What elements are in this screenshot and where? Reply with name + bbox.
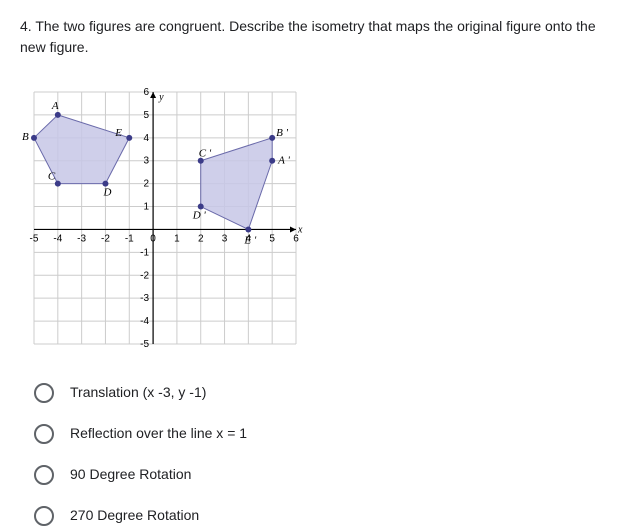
svg-text:1: 1 [144, 202, 150, 213]
svg-text:0: 0 [150, 233, 156, 244]
option-label: Translation (x -3, y -1) [70, 382, 206, 403]
svg-text:2: 2 [144, 179, 150, 190]
radio-icon [34, 465, 54, 485]
svg-text:x: x [297, 224, 303, 235]
svg-text:3: 3 [144, 156, 150, 167]
option-label: Reflection over the line x = 1 [70, 423, 247, 444]
svg-text:-1: -1 [140, 247, 149, 258]
svg-text:3: 3 [222, 233, 228, 244]
svg-text:y: y [158, 92, 164, 103]
svg-text:C ': C ' [199, 148, 212, 160]
option-1[interactable]: Translation (x -3, y -1) [34, 382, 603, 403]
svg-text:-1: -1 [125, 233, 134, 244]
svg-text:5: 5 [144, 110, 150, 121]
svg-text:C: C [48, 171, 56, 183]
graph-svg: -5-4-3-2-10123456-5-4-3-2-1123456xyAEDCB… [20, 78, 310, 358]
coordinate-graph: -5-4-3-2-10123456-5-4-3-2-1123456xyAEDCB… [20, 78, 603, 358]
option-label: 270 Degree Rotation [70, 505, 199, 526]
svg-text:B ': B ' [276, 127, 288, 139]
svg-text:2: 2 [198, 233, 204, 244]
svg-text:-2: -2 [140, 270, 149, 281]
svg-text:A: A [51, 100, 59, 112]
svg-text:6: 6 [144, 87, 150, 98]
question-body: The two figures are congruent. Describe … [20, 18, 596, 55]
svg-text:4: 4 [144, 133, 150, 144]
radio-icon [34, 424, 54, 444]
option-3[interactable]: 90 Degree Rotation [34, 464, 603, 485]
svg-text:-4: -4 [53, 233, 62, 244]
svg-text:5: 5 [269, 233, 275, 244]
option-label: 90 Degree Rotation [70, 464, 191, 485]
svg-text:-5: -5 [140, 339, 149, 350]
radio-icon [34, 506, 54, 526]
svg-text:-5: -5 [30, 233, 39, 244]
svg-text:B: B [22, 131, 29, 143]
svg-text:1: 1 [174, 233, 180, 244]
svg-text:-3: -3 [77, 233, 86, 244]
svg-text:-2: -2 [101, 233, 110, 244]
svg-text:E: E [114, 127, 122, 139]
svg-text:-4: -4 [140, 316, 149, 327]
svg-text:A ': A ' [277, 155, 290, 167]
radio-icon [34, 383, 54, 403]
svg-text:D: D [102, 187, 111, 199]
question-number: 4. [20, 18, 32, 34]
svg-text:E ': E ' [243, 234, 256, 246]
question-text: 4. The two figures are congruent. Descri… [20, 16, 603, 58]
svg-text:D ': D ' [192, 210, 207, 222]
svg-text:-3: -3 [140, 293, 149, 304]
answer-options: Translation (x -3, y -1) Reflection over… [20, 382, 603, 526]
option-4[interactable]: 270 Degree Rotation [34, 505, 603, 526]
option-2[interactable]: Reflection over the line x = 1 [34, 423, 603, 444]
